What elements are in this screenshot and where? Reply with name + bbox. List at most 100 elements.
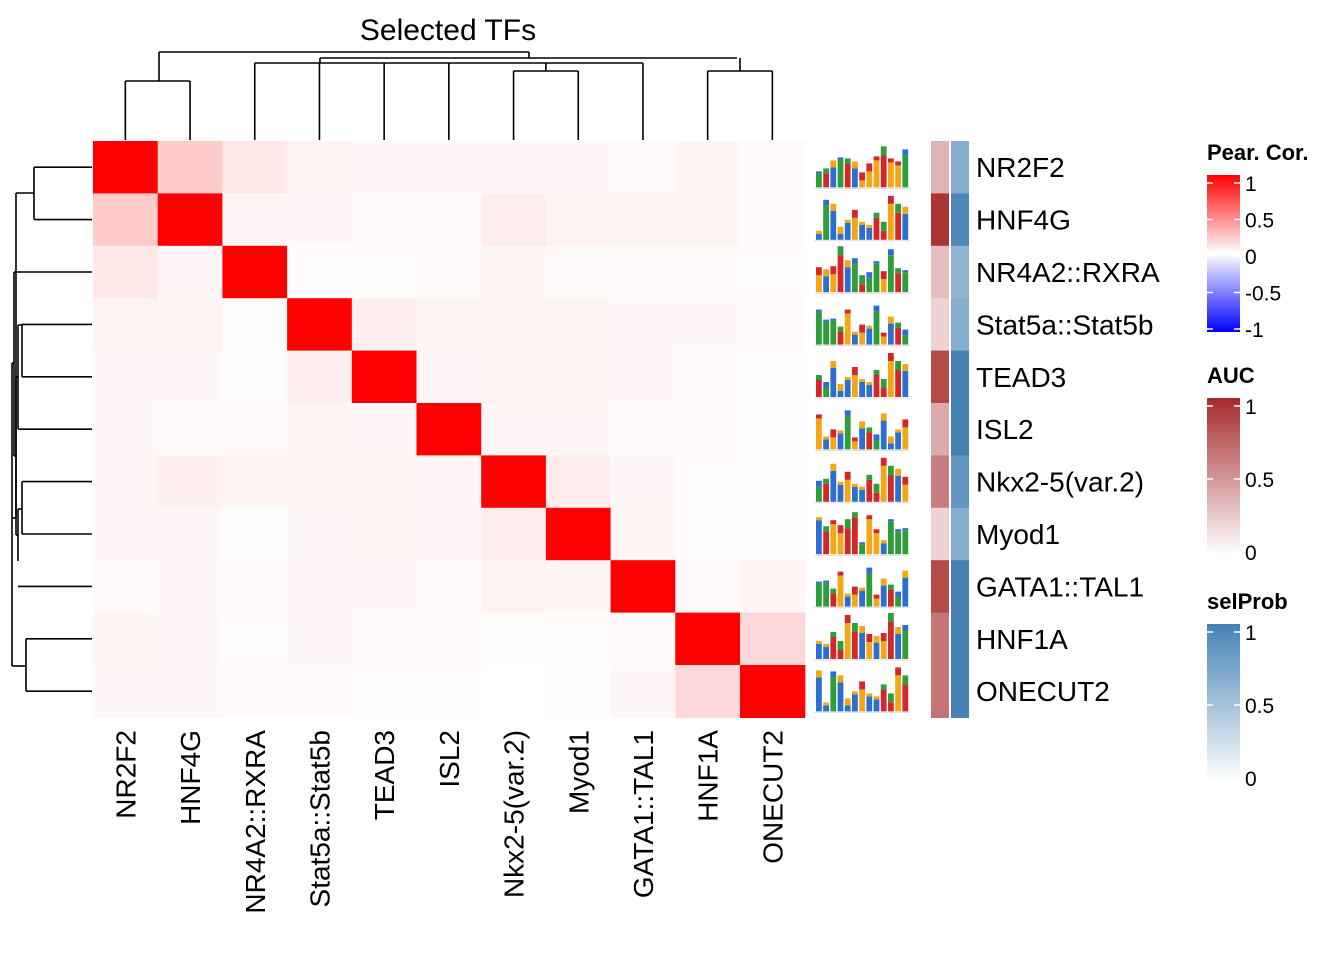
- motif-logo-glyph: [830, 318, 837, 321]
- motif-logo-glyph: [816, 233, 822, 240]
- column-dendrogram: [124, 51, 774, 140]
- motif-logo-glyph: [873, 311, 880, 345]
- motif-logo-glyph: [866, 325, 873, 329]
- motif-logo-glyph: [844, 313, 851, 345]
- motif-logo-glyph: [837, 246, 844, 256]
- chart-title: Selected TFs: [360, 14, 536, 47]
- motif-logo-glyph: [880, 332, 887, 337]
- motif-logo-glyph: [844, 623, 851, 659]
- motif-logo-glyph: [830, 463, 837, 471]
- motif-logo-glyph: [837, 384, 844, 391]
- motif-logo-glyph: [837, 233, 844, 240]
- motif-logo-glyph: [859, 633, 865, 659]
- heatmap-cell-tead3-isl2: [416, 350, 482, 404]
- motif-logo-glyph: [888, 203, 894, 240]
- motif-logo-glyph: [880, 585, 887, 607]
- auc-annotation: [931, 141, 949, 718]
- motif-logo-tead3: [814, 353, 910, 399]
- selprob-cell-nkx2-5-var-2: [951, 455, 969, 509]
- heatmap-cell-hnf4g-nr2f2: [93, 193, 159, 247]
- motif-logo-glyph: [880, 689, 887, 712]
- motif-logo-glyph: [866, 171, 873, 188]
- motif-logo-glyph: [888, 519, 894, 522]
- motif-logo-glyph: [888, 158, 894, 163]
- heatmap-cell-nr4a2-rxra-gata1-tal1: [610, 245, 676, 299]
- heatmap-cell-isl2-stat5a-stat5b: [287, 403, 353, 456]
- heatmap-cell-nr4a2-rxra-hnf1a: [675, 245, 741, 299]
- motif-logo-glyph: [852, 264, 858, 293]
- motif-logo-glyph: [873, 699, 880, 712]
- column-label-myod1: Myod1: [563, 730, 594, 814]
- motif-logo-glyph: [823, 647, 829, 659]
- selprob-cell-nr4a2-rxra: [951, 245, 969, 299]
- motif-logo-glyph: [844, 380, 851, 397]
- motif-logo-glyph: [830, 524, 837, 555]
- motif-logo-glyph: [837, 484, 844, 502]
- row-label-hnf4g: HNF4G: [976, 205, 1071, 236]
- motif-logo-glyph: [902, 329, 909, 336]
- heatmap-cell-onecut2-nkx2-5-var-2: [481, 665, 547, 718]
- heatmap-cell-nr2f2-myod1: [545, 141, 612, 194]
- motif-logo-glyph: [873, 263, 880, 293]
- motif-logo-glyph: [852, 694, 858, 712]
- motif-logo-glyph: [895, 161, 901, 166]
- motif-logo-glyph: [873, 696, 880, 700]
- column-label-isl2: ISL2: [434, 730, 465, 788]
- auc-cell-myod1: [931, 507, 949, 561]
- motif-logo-gata1-tal1: [814, 567, 910, 609]
- heatmap-cell-onecut2-hnf1a: [675, 665, 741, 718]
- motif-logo-glyph: [888, 584, 894, 590]
- column-label-hnf4g: HNF4G: [175, 730, 206, 825]
- motif-logo-glyph: [844, 260, 851, 268]
- motif-logo-glyph: [830, 203, 837, 211]
- motif-logo-glyph: [895, 597, 901, 607]
- motif-logo-glyph: [852, 161, 858, 169]
- heatmap-cell-nr4a2-rxra-stat5a-stat5b: [287, 245, 353, 299]
- motif-logo-glyph: [823, 168, 829, 174]
- motif-logo-glyph: [873, 594, 880, 599]
- motif-logo-glyph: [844, 219, 851, 223]
- motif-logo-glyph: [859, 180, 865, 188]
- motif-logo-glyph: [816, 480, 822, 487]
- heatmap-cell-nkx2-5-var-2-nr4a2-rxra: [222, 455, 288, 509]
- motif-logo-glyph: [816, 486, 822, 502]
- motif-logo-glyph: [844, 416, 851, 450]
- heatmap-cell-onecut2-myod1: [545, 665, 612, 718]
- column-label-tead3: TEAD3: [369, 730, 400, 820]
- heatmap-cell-hnf1a-nkx2-5-var-2: [481, 612, 547, 666]
- motif-logo-glyph: [830, 593, 837, 607]
- heatmap-cell-isl2-nkx2-5-var-2: [481, 403, 547, 456]
- motif-logo-glyph: [866, 479, 873, 502]
- heatmap-cell-hnf4g-gata1-tal1: [610, 193, 676, 247]
- row-dendrogram: [11, 166, 92, 693]
- motif-logo-glyph: [866, 382, 873, 385]
- motif-logo-glyph: [859, 324, 865, 333]
- selprob-cell-hnf1a: [951, 612, 969, 666]
- column-label-hnf1a: HNF1A: [693, 730, 724, 822]
- motif-logo-glyph: [852, 334, 858, 345]
- motif-logo-glyph: [873, 160, 880, 188]
- motif-logo-glyph: [823, 319, 829, 322]
- motif-logo-glyph: [895, 468, 901, 476]
- heatmap-cell-stat5a-stat5b-tead3: [351, 298, 418, 352]
- motif-logo-glyph: [895, 165, 901, 188]
- motif-logo-glyph: [837, 159, 844, 188]
- motif-logo-glyph: [888, 443, 894, 450]
- motif-logo-glyph: [895, 667, 901, 676]
- motif-logo-glyph: [902, 427, 909, 450]
- motif-logo-glyph: [816, 275, 822, 293]
- motif-logo-glyph: [844, 471, 851, 480]
- legend-tick-label: 1: [1245, 173, 1257, 196]
- motif-logo-glyph: [837, 525, 844, 534]
- heatmap-cell-nr2f2-gata1-tal1: [610, 141, 676, 194]
- heatmap-cell-gata1-tal1-isl2: [416, 560, 482, 614]
- heatmap-cell-hnf4g-hnf4g: [157, 193, 223, 247]
- motif-logo-glyph: [895, 531, 901, 555]
- selprob-cell-nr2f2: [951, 141, 969, 194]
- motif-logo-glyph: [816, 520, 822, 555]
- motif-logo-glyph: [816, 173, 822, 188]
- motif-logo-glyph: [852, 367, 858, 375]
- motif-logo-glyph: [902, 484, 909, 502]
- motif-logo-glyph: [830, 361, 837, 368]
- heatmap-cell-hnf4g-myod1: [545, 193, 612, 247]
